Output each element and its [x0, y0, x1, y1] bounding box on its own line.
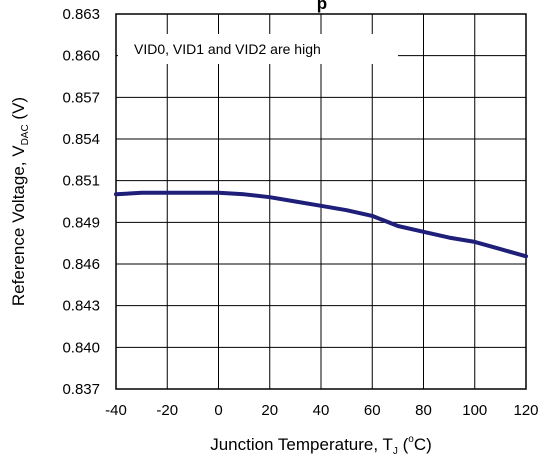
y-tick-label: 0.851 — [62, 173, 100, 190]
series-line — [114, 190, 528, 259]
y-tick-label: 0.846 — [62, 256, 100, 273]
y-tick-label: 0.854 — [62, 131, 100, 148]
x-tick-label: -40 — [105, 402, 127, 419]
x-tick-label: 20 — [261, 402, 278, 419]
x-tick-label: 40 — [313, 402, 330, 419]
annotation-background — [118, 34, 398, 64]
x-axis-ticks: -40 -20 0 20 40 60 80 100 120 — [105, 402, 538, 419]
x-tick-label: 120 — [513, 402, 538, 419]
x-axis-label-degree: o — [408, 434, 414, 445]
y-tick-label: 0.849 — [62, 214, 100, 231]
annotation-text: VID0, VID1 and VID2 are high — [134, 41, 321, 57]
annotation-box: VID0, VID1 and VID2 are high — [118, 34, 398, 64]
x-axis-label-subscript: J — [393, 446, 398, 457]
x-tick-label: 100 — [462, 402, 487, 419]
x-axis-label-unit: C) — [414, 435, 432, 454]
x-tick-label: 0 — [214, 402, 222, 419]
y-axis-label-main: Reference Voltage, V — [9, 145, 28, 306]
y-tick-label: 0.843 — [62, 298, 100, 315]
y-axis-ticks: 0.837 0.840 0.843 0.846 0.849 0.851 0.854 0.857… — [62, 6, 100, 398]
x-axis-label-main: Junction Temperature, T — [210, 435, 393, 454]
x-tick-label: 60 — [364, 402, 381, 419]
x-axis-label-open: ( — [398, 435, 409, 454]
y-tick-label: 0.840 — [62, 339, 100, 356]
x-tick-label: 80 — [415, 402, 432, 419]
y-tick-label: 0.837 — [62, 381, 100, 398]
x-tick-label: -20 — [156, 402, 178, 419]
y-axis-label-subscript: DAC — [20, 124, 31, 145]
y-tick-label: 0.860 — [62, 48, 100, 65]
plot-frame — [115, 13, 527, 390]
y-axis-label-unit: (V) — [9, 97, 28, 124]
y-axis-label: Reference Voltage, VDAC (V) — [9, 97, 31, 306]
grid — [116, 14, 526, 389]
chart-title-fragment: p — [317, 0, 327, 13]
y-tick-label: 0.857 — [62, 89, 100, 106]
y-tick-label: 0.863 — [62, 6, 100, 23]
x-axis-label: Junction Temperature, TJ (oC) — [210, 434, 432, 457]
